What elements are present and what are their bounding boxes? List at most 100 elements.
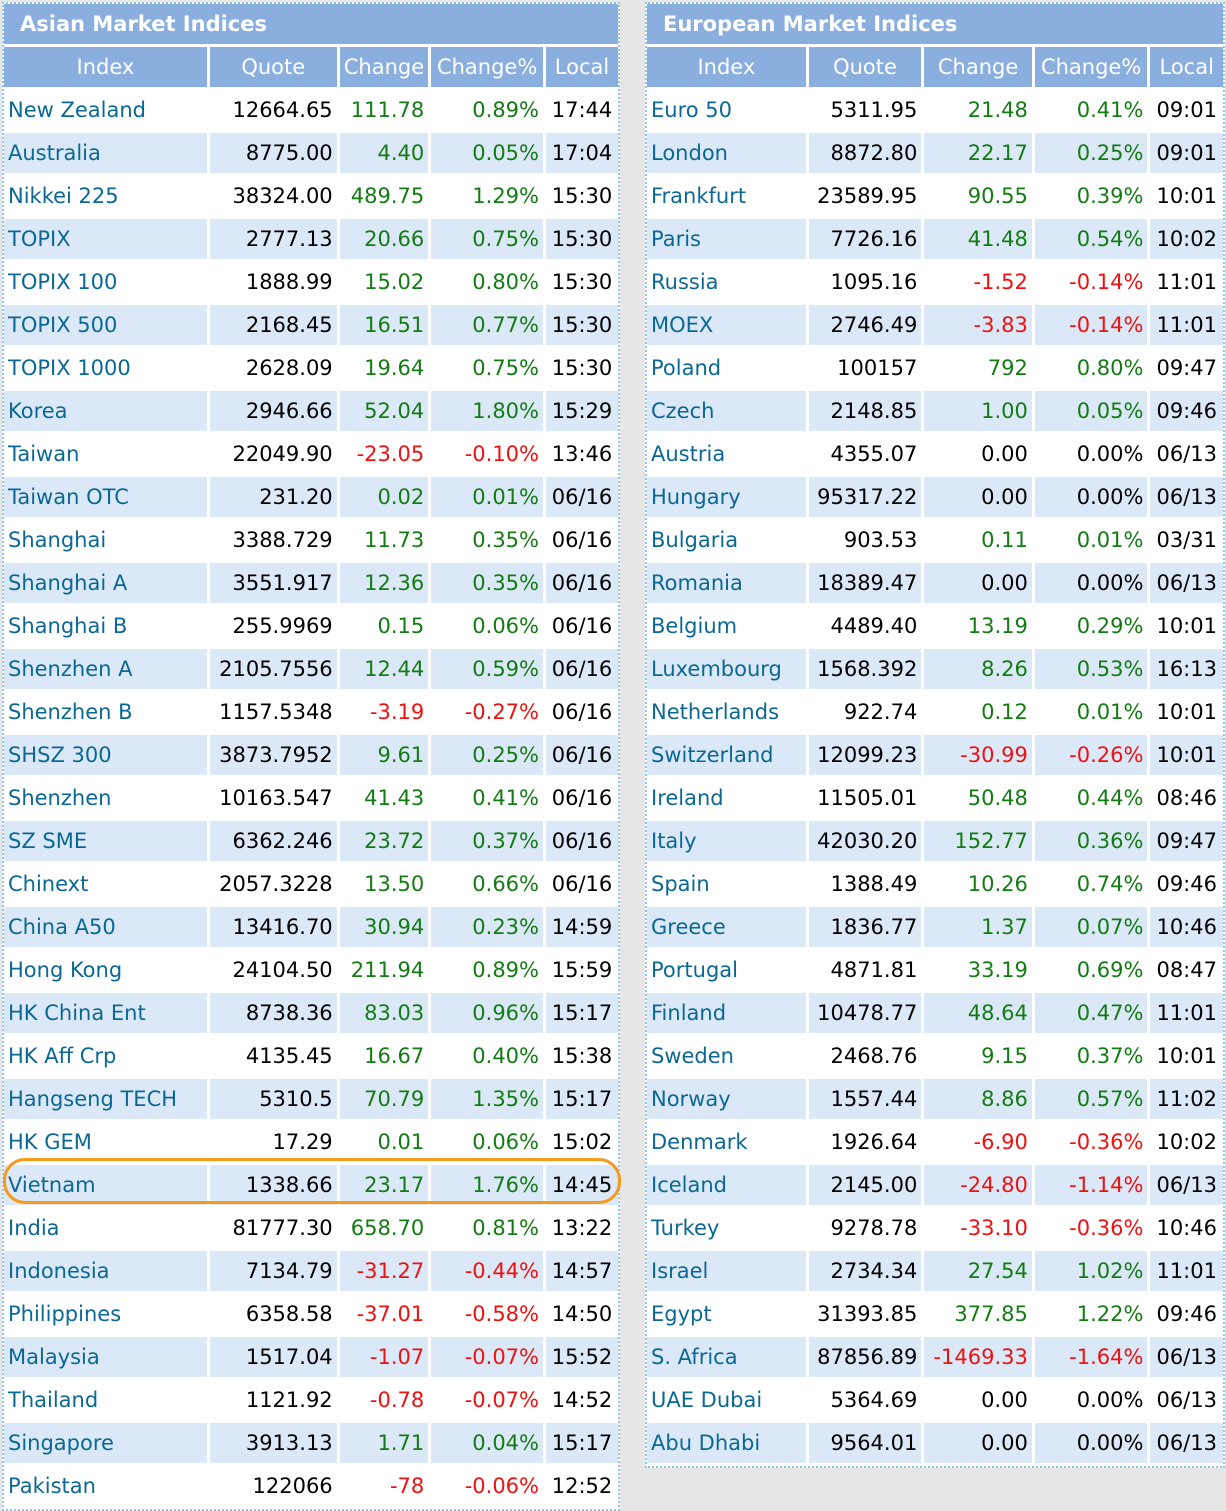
index-name-link[interactable]: Shanghai B (4, 604, 210, 649)
table-row[interactable]: Austria 4355.07 0.00 0.00% 06/13 (647, 432, 1223, 477)
table-row[interactable]: TOPIX 100 1888.99 15.02 0.80% 15:30 (4, 260, 618, 305)
column-header-quote[interactable]: Quote (807, 47, 925, 90)
table-row[interactable]: HK Aff Crp 4135.45 16.67 0.40% 15:38 (4, 1034, 618, 1079)
index-name-link[interactable]: Czech (647, 389, 809, 434)
table-row[interactable]: Shanghai A 3551.917 12.36 0.35% 06/16 (4, 561, 618, 606)
table-row[interactable]: Greece 1836.77 1.37 0.07% 10:46 (647, 905, 1223, 950)
table-row[interactable]: Taiwan 22049.90 -23.05 -0.10% 13:46 (4, 432, 618, 477)
index-name-link[interactable]: Shanghai (4, 518, 210, 563)
index-name-link[interactable]: Romania (647, 561, 809, 606)
table-row[interactable]: Indonesia 7134.79 -31.27 -0.44% 14:57 (4, 1249, 618, 1294)
index-name-link[interactable]: Hong Kong (4, 948, 210, 993)
index-name-link[interactable]: Luxembourg (647, 647, 809, 692)
table-row[interactable]: Italy 42030.20 152.77 0.36% 09:47 (647, 819, 1223, 864)
table-row[interactable]: London 8872.80 22.17 0.25% 09:01 (647, 131, 1223, 176)
table-row[interactable]: Belgium 4489.40 13.19 0.29% 10:01 (647, 604, 1223, 649)
index-name-link[interactable]: Bulgaria (647, 518, 809, 563)
table-row[interactable]: Vietnam 1338.66 23.17 1.76% 14:45 (4, 1163, 618, 1208)
index-name-link[interactable]: Shenzhen (4, 776, 210, 821)
column-header-quote[interactable]: Quote (208, 47, 340, 90)
index-name-link[interactable]: Chinext (4, 862, 210, 907)
table-row[interactable]: Spain 1388.49 10.26 0.74% 09:46 (647, 862, 1223, 907)
table-row[interactable]: Hungary 95317.22 0.00 0.00% 06/13 (647, 475, 1223, 520)
table-row[interactable]: Luxembourg 1568.392 8.26 0.53% 16:13 (647, 647, 1223, 692)
table-row[interactable]: Ireland 11505.01 50.48 0.44% 08:46 (647, 776, 1223, 821)
index-name-link[interactable]: Poland (647, 346, 809, 391)
table-row[interactable]: Pakistan 122066 -78 -0.06% 12:52 (4, 1464, 618, 1509)
table-row[interactable]: Norway 1557.44 8.86 0.57% 11:02 (647, 1077, 1223, 1122)
index-name-link[interactable]: Ireland (647, 776, 809, 821)
index-name-link[interactable]: Belgium (647, 604, 809, 649)
index-name-link[interactable]: MOEX (647, 303, 809, 348)
table-row[interactable]: Hong Kong 24104.50 211.94 0.89% 15:59 (4, 948, 618, 993)
table-row[interactable]: Philippines 6358.58 -37.01 -0.58% 14:50 (4, 1292, 618, 1337)
index-name-link[interactable]: Hungary (647, 475, 809, 520)
table-row[interactable]: Shenzhen 10163.547 41.43 0.41% 06/16 (4, 776, 618, 821)
table-row[interactable]: HK China Ent 8738.36 83.03 0.96% 15:17 (4, 991, 618, 1036)
index-name-link[interactable]: HK China Ent (4, 991, 210, 1036)
table-row[interactable]: TOPIX 1000 2628.09 19.64 0.75% 15:30 (4, 346, 618, 391)
index-name-link[interactable]: New Zealand (4, 88, 210, 133)
column-header-change-percent[interactable]: Change% (429, 47, 546, 90)
table-row[interactable]: Thailand 1121.92 -0.78 -0.07% 14:52 (4, 1378, 618, 1423)
column-header-local-time[interactable]: Local (1148, 47, 1223, 90)
index-name-link[interactable]: Singapore (4, 1421, 210, 1466)
index-name-link[interactable]: Denmark (647, 1120, 809, 1165)
index-name-link[interactable]: Pakistan (4, 1464, 210, 1509)
table-row[interactable]: New Zealand 12664.65 111.78 0.89% 17:44 (4, 88, 618, 133)
index-name-link[interactable]: Switzerland (647, 733, 809, 778)
table-row[interactable]: SHSZ 300 3873.7952 9.61 0.25% 06/16 (4, 733, 618, 778)
index-name-link[interactable]: Philippines (4, 1292, 210, 1337)
index-name-link[interactable]: Australia (4, 131, 210, 176)
table-row[interactable]: Malaysia 1517.04 -1.07 -0.07% 15:52 (4, 1335, 618, 1380)
table-row[interactable]: Taiwan OTC 231.20 0.02 0.01% 06/16 (4, 475, 618, 520)
table-row[interactable]: Switzerland 12099.23 -30.99 -0.26% 10:01 (647, 733, 1223, 778)
table-row[interactable]: Chinext 2057.3228 13.50 0.66% 06/16 (4, 862, 618, 907)
index-name-link[interactable]: HK Aff Crp (4, 1034, 210, 1079)
index-name-link[interactable]: Thailand (4, 1378, 210, 1423)
table-row[interactable]: HK GEM 17.29 0.01 0.06% 15:02 (4, 1120, 618, 1165)
index-name-link[interactable]: London (647, 131, 809, 176)
table-row[interactable]: Poland 100157 792 0.80% 09:47 (647, 346, 1223, 391)
index-name-link[interactable]: Taiwan (4, 432, 210, 477)
index-name-link[interactable]: Portugal (647, 948, 809, 993)
table-row[interactable]: Czech 2148.85 1.00 0.05% 09:46 (647, 389, 1223, 434)
index-name-link[interactable]: Austria (647, 432, 809, 477)
table-row[interactable]: China A50 13416.70 30.94 0.23% 14:59 (4, 905, 618, 950)
index-name-link[interactable]: Shenzhen B (4, 690, 210, 735)
table-row[interactable]: Shanghai 3388.729 11.73 0.35% 06/16 (4, 518, 618, 563)
index-name-link[interactable]: Korea (4, 389, 210, 434)
index-name-link[interactable]: Abu Dhabi (647, 1421, 809, 1466)
table-row[interactable]: India 81777.30 658.70 0.81% 13:22 (4, 1206, 618, 1251)
index-name-link[interactable]: Norway (647, 1077, 809, 1122)
index-name-link[interactable]: Finland (647, 991, 809, 1036)
table-row[interactable]: Russia 1095.16 -1.52 -0.14% 11:01 (647, 260, 1223, 305)
table-row[interactable]: Turkey 9278.78 -33.10 -0.36% 10:46 (647, 1206, 1223, 1251)
table-row[interactable]: Finland 10478.77 48.64 0.47% 11:01 (647, 991, 1223, 1036)
table-row[interactable]: Abu Dhabi 9564.01 0.00 0.00% 06/13 (647, 1421, 1223, 1466)
table-row[interactable]: UAE Dubai 5364.69 0.00 0.00% 06/13 (647, 1378, 1223, 1423)
table-row[interactable]: Portugal 4871.81 33.19 0.69% 08:47 (647, 948, 1223, 993)
table-row[interactable]: Romania 18389.47 0.00 0.00% 06/13 (647, 561, 1223, 606)
index-name-link[interactable]: SHSZ 300 (4, 733, 210, 778)
index-name-link[interactable]: Iceland (647, 1163, 809, 1208)
index-name-link[interactable]: S. Africa (647, 1335, 809, 1380)
column-header-change[interactable]: Change (922, 47, 1035, 90)
table-row[interactable]: Korea 2946.66 52.04 1.80% 15:29 (4, 389, 618, 434)
table-row[interactable]: Australia 8775.00 4.40 0.05% 17:04 (4, 131, 618, 176)
index-name-link[interactable]: Paris (647, 217, 809, 262)
table-row[interactable]: SZ SME 6362.246 23.72 0.37% 06/16 (4, 819, 618, 864)
column-header-change[interactable]: Change (338, 47, 432, 90)
index-name-link[interactable]: HK GEM (4, 1120, 210, 1165)
table-row[interactable]: Euro 50 5311.95 21.48 0.41% 09:01 (647, 88, 1223, 133)
table-row[interactable]: S. Africa 87856.89 -1469.33 -1.64% 06/13 (647, 1335, 1223, 1380)
index-name-link[interactable]: Sweden (647, 1034, 809, 1079)
table-row[interactable]: Shenzhen B 1157.5348 -3.19 -0.27% 06/16 (4, 690, 618, 735)
table-row[interactable]: Singapore 3913.13 1.71 0.04% 15:17 (4, 1421, 618, 1466)
index-name-link[interactable]: Greece (647, 905, 809, 950)
table-row[interactable]: Paris 7726.16 41.48 0.54% 10:02 (647, 217, 1223, 262)
index-name-link[interactable]: Russia (647, 260, 809, 305)
index-name-link[interactable]: Nikkei 225 (4, 174, 210, 219)
index-name-link[interactable]: Euro 50 (647, 88, 809, 133)
table-row[interactable]: Shanghai B 255.9969 0.15 0.06% 06/16 (4, 604, 618, 649)
